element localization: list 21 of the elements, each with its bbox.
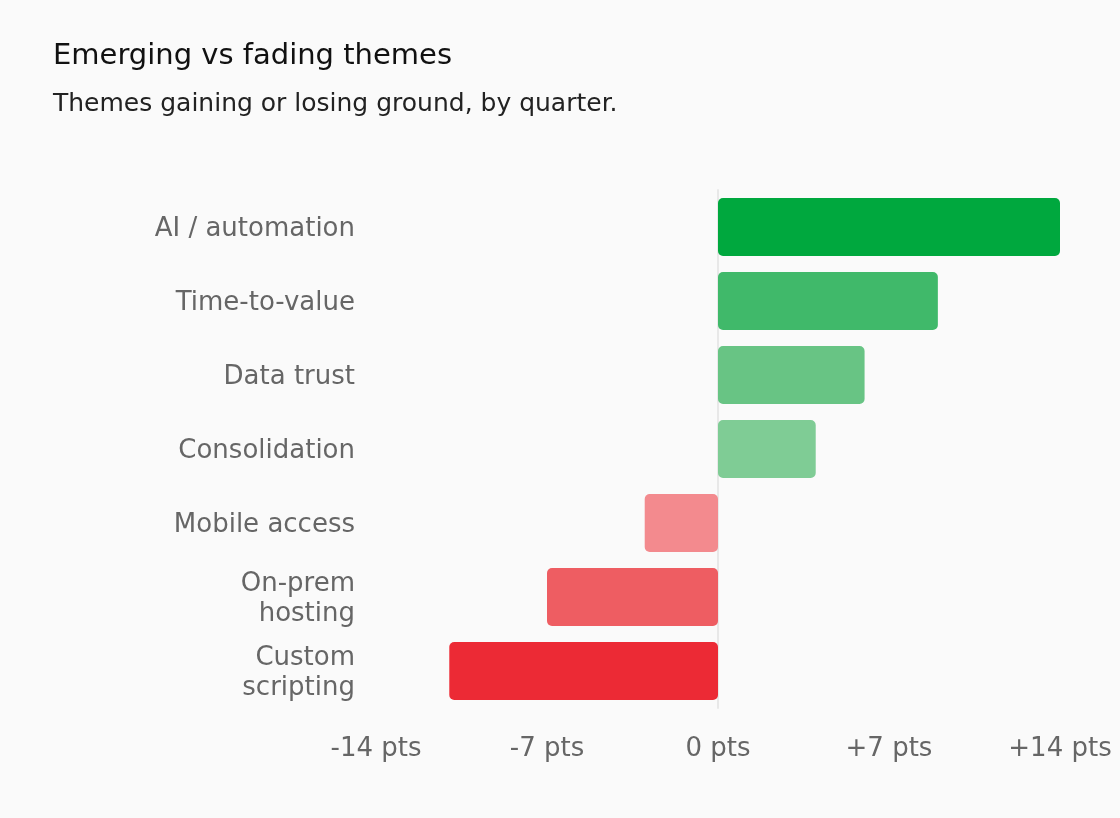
y-tick-label: AI / automation [154,212,355,242]
bar [718,272,938,330]
y-tick-label: Consolidation [178,434,355,464]
x-tick-label: -14 pts [330,732,422,762]
bar [718,420,816,478]
bar [718,346,865,404]
x-tick-label: +14 pts [1008,732,1112,762]
chart-title: Emerging vs fading themes [53,36,453,71]
bar [547,568,718,626]
x-tick-label: 0 pts [685,732,751,762]
y-tick-label: On-prem hosting [240,567,355,627]
bar [644,494,718,552]
y-tick-label: Custom scripting [242,641,355,701]
y-tick-label: Mobile access [173,508,355,538]
x-tick-label: +7 pts [845,732,933,762]
chart-subtitle: Themes gaining or losing ground, by quarter. [52,88,618,117]
y-tick-label: Data trust [223,360,355,390]
x-tick-label: -7 pts [509,732,585,762]
y-tick-label: Time-to-value [174,286,355,316]
bar [718,198,1060,256]
bar [449,642,718,700]
